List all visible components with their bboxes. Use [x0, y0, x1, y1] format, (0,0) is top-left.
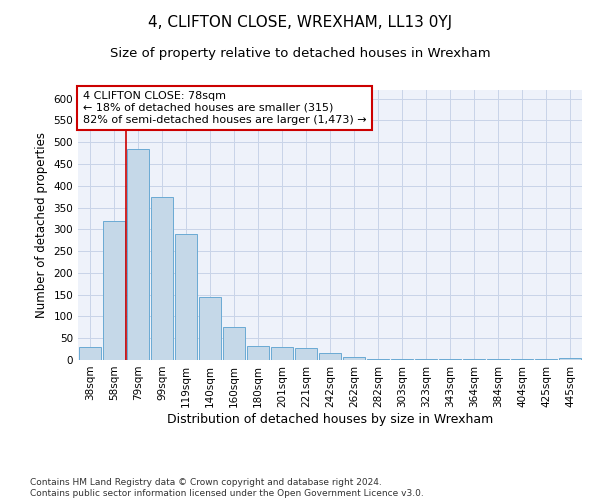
Y-axis label: Number of detached properties: Number of detached properties — [35, 132, 48, 318]
Bar — [319, 354, 341, 360]
Bar — [295, 348, 317, 360]
Bar — [199, 297, 221, 360]
Bar — [175, 234, 197, 360]
Bar — [247, 346, 269, 360]
Bar — [439, 358, 461, 360]
Bar — [367, 358, 389, 360]
Bar — [463, 358, 485, 360]
Bar — [271, 347, 293, 360]
Bar — [487, 358, 509, 360]
Text: 4 CLIFTON CLOSE: 78sqm
← 18% of detached houses are smaller (315)
82% of semi-de: 4 CLIFTON CLOSE: 78sqm ← 18% of detached… — [83, 92, 367, 124]
Bar — [511, 358, 533, 360]
Text: 4, CLIFTON CLOSE, WREXHAM, LL13 0YJ: 4, CLIFTON CLOSE, WREXHAM, LL13 0YJ — [148, 15, 452, 30]
Bar — [559, 358, 581, 360]
Bar — [415, 358, 437, 360]
Bar — [127, 149, 149, 360]
Bar — [79, 347, 101, 360]
Bar — [535, 358, 557, 360]
X-axis label: Distribution of detached houses by size in Wrexham: Distribution of detached houses by size … — [167, 412, 493, 426]
Bar — [391, 358, 413, 360]
Text: Size of property relative to detached houses in Wrexham: Size of property relative to detached ho… — [110, 48, 490, 60]
Bar — [103, 220, 125, 360]
Text: Contains HM Land Registry data © Crown copyright and database right 2024.
Contai: Contains HM Land Registry data © Crown c… — [30, 478, 424, 498]
Bar — [223, 328, 245, 360]
Bar — [151, 196, 173, 360]
Bar — [343, 356, 365, 360]
